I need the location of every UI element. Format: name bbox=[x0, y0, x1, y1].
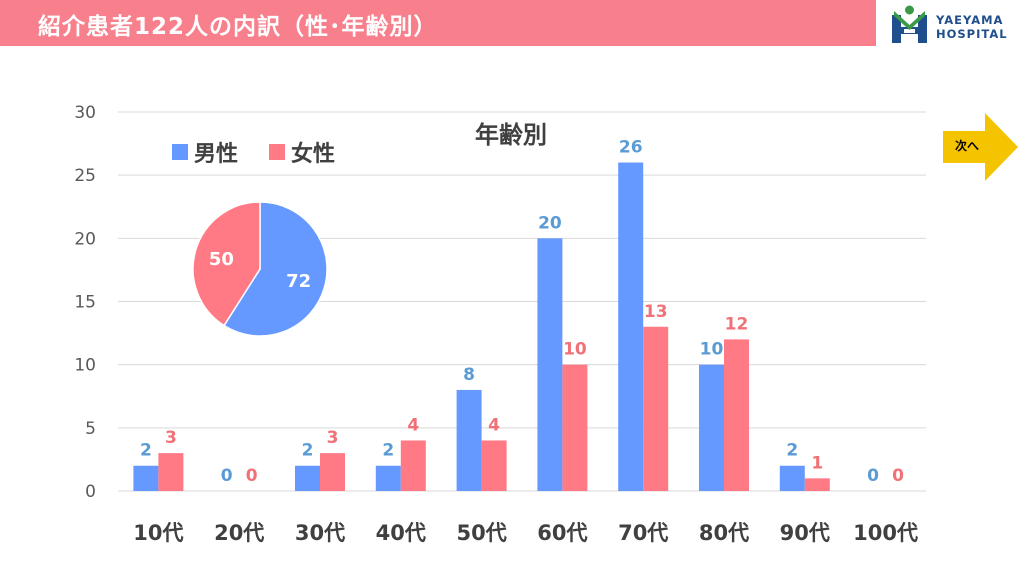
x-tick-label: 20代 bbox=[214, 521, 264, 545]
bar-male bbox=[456, 389, 482, 491]
x-tick-label: 50代 bbox=[456, 521, 506, 545]
data-label-male: 0 bbox=[867, 466, 879, 486]
y-tick-label: 5 bbox=[85, 419, 96, 439]
title-bar: 紹介患者122人の内訳（性･年齢別） bbox=[0, 0, 876, 46]
data-label-male: 2 bbox=[140, 441, 152, 461]
y-tick-label: 25 bbox=[74, 166, 96, 186]
bar-female bbox=[804, 478, 830, 491]
page-title: 紹介患者122人の内訳（性･年齢別） bbox=[38, 14, 438, 40]
data-label-female: 10 bbox=[563, 340, 587, 360]
logo-text-line1: YAEYAMA bbox=[936, 13, 1004, 27]
bar-female bbox=[320, 453, 345, 491]
y-tick-label: 0 bbox=[85, 482, 96, 502]
x-tick-label: 10代 bbox=[133, 521, 183, 545]
data-label-female: 0 bbox=[892, 466, 904, 486]
data-label-female: 3 bbox=[165, 428, 177, 448]
legend-swatch-male bbox=[172, 144, 188, 160]
x-tick-label: 30代 bbox=[295, 521, 345, 545]
legend-label-female: 女性 bbox=[291, 141, 335, 167]
hospital-logo: YAEYAMA HOSPITAL bbox=[890, 5, 1015, 45]
data-label-male: 2 bbox=[786, 441, 798, 461]
arrow-right-icon bbox=[943, 113, 1018, 181]
hospital-logo-mark bbox=[892, 5, 927, 43]
data-label-male: 0 bbox=[221, 466, 233, 486]
x-tick-label: 100代 bbox=[853, 521, 918, 545]
legend-swatch-female bbox=[269, 144, 285, 160]
bar-female bbox=[724, 339, 749, 491]
bar-male bbox=[375, 465, 401, 491]
y-tick-label: 10 bbox=[74, 356, 96, 376]
x-tick-label: 60代 bbox=[537, 521, 587, 545]
data-label-female: 12 bbox=[725, 314, 749, 334]
x-tick-label: 70代 bbox=[618, 521, 668, 545]
data-label-male: 2 bbox=[302, 441, 314, 461]
data-label-female: 1 bbox=[811, 453, 823, 473]
data-label-female: 0 bbox=[246, 466, 258, 486]
x-tick-label: 40代 bbox=[376, 521, 426, 545]
next-button-label: 次へ bbox=[955, 139, 980, 153]
logo-text-line2: HOSPITAL bbox=[936, 27, 1008, 41]
data-label-male: 26 bbox=[619, 138, 643, 158]
data-label-male: 8 bbox=[463, 365, 475, 385]
bar-male bbox=[133, 465, 159, 491]
bar-male bbox=[699, 364, 724, 491]
x-tick-label: 80代 bbox=[699, 521, 749, 545]
y-tick-label: 20 bbox=[74, 229, 96, 249]
y-tick-label: 30 bbox=[74, 103, 96, 123]
pie-slice-female bbox=[192, 201, 261, 327]
data-label-male: 10 bbox=[700, 340, 724, 360]
bar-female bbox=[643, 326, 669, 491]
pie-label-male: 72 bbox=[286, 271, 311, 292]
pie-slice-male bbox=[223, 201, 328, 337]
y-tick-label: 15 bbox=[74, 293, 96, 313]
chart-title: 年齢別 bbox=[475, 121, 547, 149]
bar-female bbox=[400, 440, 426, 491]
bar-female bbox=[562, 364, 588, 491]
data-label-female: 4 bbox=[407, 415, 419, 435]
pie-label-female: 50 bbox=[209, 249, 234, 270]
bar-male bbox=[618, 162, 644, 492]
bar-female bbox=[481, 440, 507, 491]
data-label-male: 2 bbox=[382, 441, 394, 461]
data-label-male: 20 bbox=[538, 213, 562, 233]
bar-male bbox=[295, 465, 320, 491]
bar-male bbox=[537, 238, 563, 491]
bar-female bbox=[158, 453, 184, 491]
x-tick-label: 90代 bbox=[780, 521, 830, 545]
next-button[interactable]: 次へ bbox=[943, 113, 1018, 181]
data-label-female: 3 bbox=[327, 428, 339, 448]
data-label-female: 4 bbox=[488, 415, 500, 435]
data-label-female: 13 bbox=[644, 302, 668, 322]
legend-label-male: 男性 bbox=[194, 142, 238, 167]
bar-male bbox=[779, 465, 805, 491]
